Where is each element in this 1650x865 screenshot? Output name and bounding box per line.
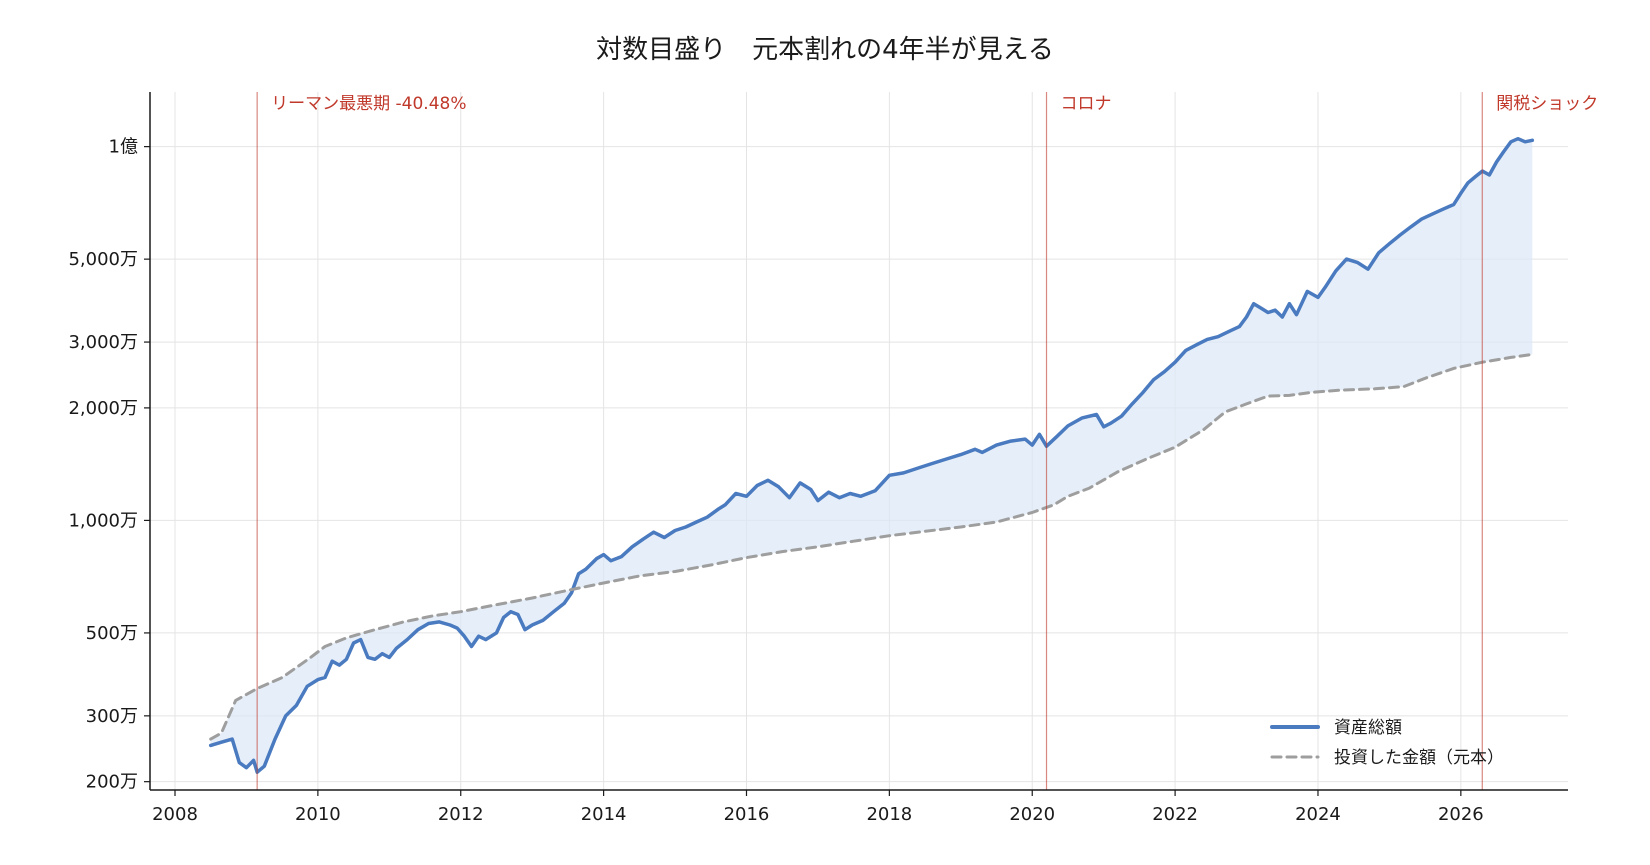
x-tick-label: 2024 <box>1295 804 1341 825</box>
x-tick-label: 2010 <box>295 804 341 825</box>
event-label: リーマン最悪期 -40.48% <box>271 94 466 114</box>
y-tick-label: 200万 <box>86 772 138 793</box>
y-tick-label: 5,000万 <box>68 249 138 270</box>
x-tick-label: 2012 <box>438 804 484 825</box>
gain-area <box>210 138 1533 773</box>
x-tick-label: 2016 <box>724 804 770 825</box>
y-tick-label: 1億 <box>109 137 138 158</box>
legend-label: 投資した金額（元本） <box>1334 748 1504 768</box>
x-tick-label: 2014 <box>581 804 627 825</box>
y-tick-label: 500万 <box>86 623 138 644</box>
axes: 2008 2010 2012 2014 2016 2018 2020 2022 2024 2026… <box>68 92 1568 825</box>
y-tick-label: 1,000万 <box>68 510 138 531</box>
y-tick-label: 3,000万 <box>68 332 138 353</box>
chart-title: 対数目盛り 元本割れの4年半が見える <box>596 35 1054 65</box>
legend-label: 資産総額 <box>1334 718 1402 738</box>
x-tick-label: 2026 <box>1438 804 1484 825</box>
y-tick-label: 2,000万 <box>68 398 138 419</box>
y-tick-label: 300万 <box>86 706 138 727</box>
grid-lines <box>150 92 1568 790</box>
event-label: コロナ <box>1061 94 1112 114</box>
event-label: 関税ショック <box>1496 94 1598 114</box>
gain-fill-area <box>210 138 1533 773</box>
event-markers: リーマン最悪期 -40.48% コロナ 関税ショック <box>256 92 1598 790</box>
x-tick-label: 2020 <box>1009 804 1055 825</box>
x-tick-label: 2022 <box>1152 804 1198 825</box>
series-lines <box>208 136 1535 774</box>
asset-total-line <box>208 136 1535 774</box>
invested-principal-line <box>209 352 1534 741</box>
x-tick-label: 2008 <box>152 804 198 825</box>
x-tick-label: 2018 <box>866 804 912 825</box>
